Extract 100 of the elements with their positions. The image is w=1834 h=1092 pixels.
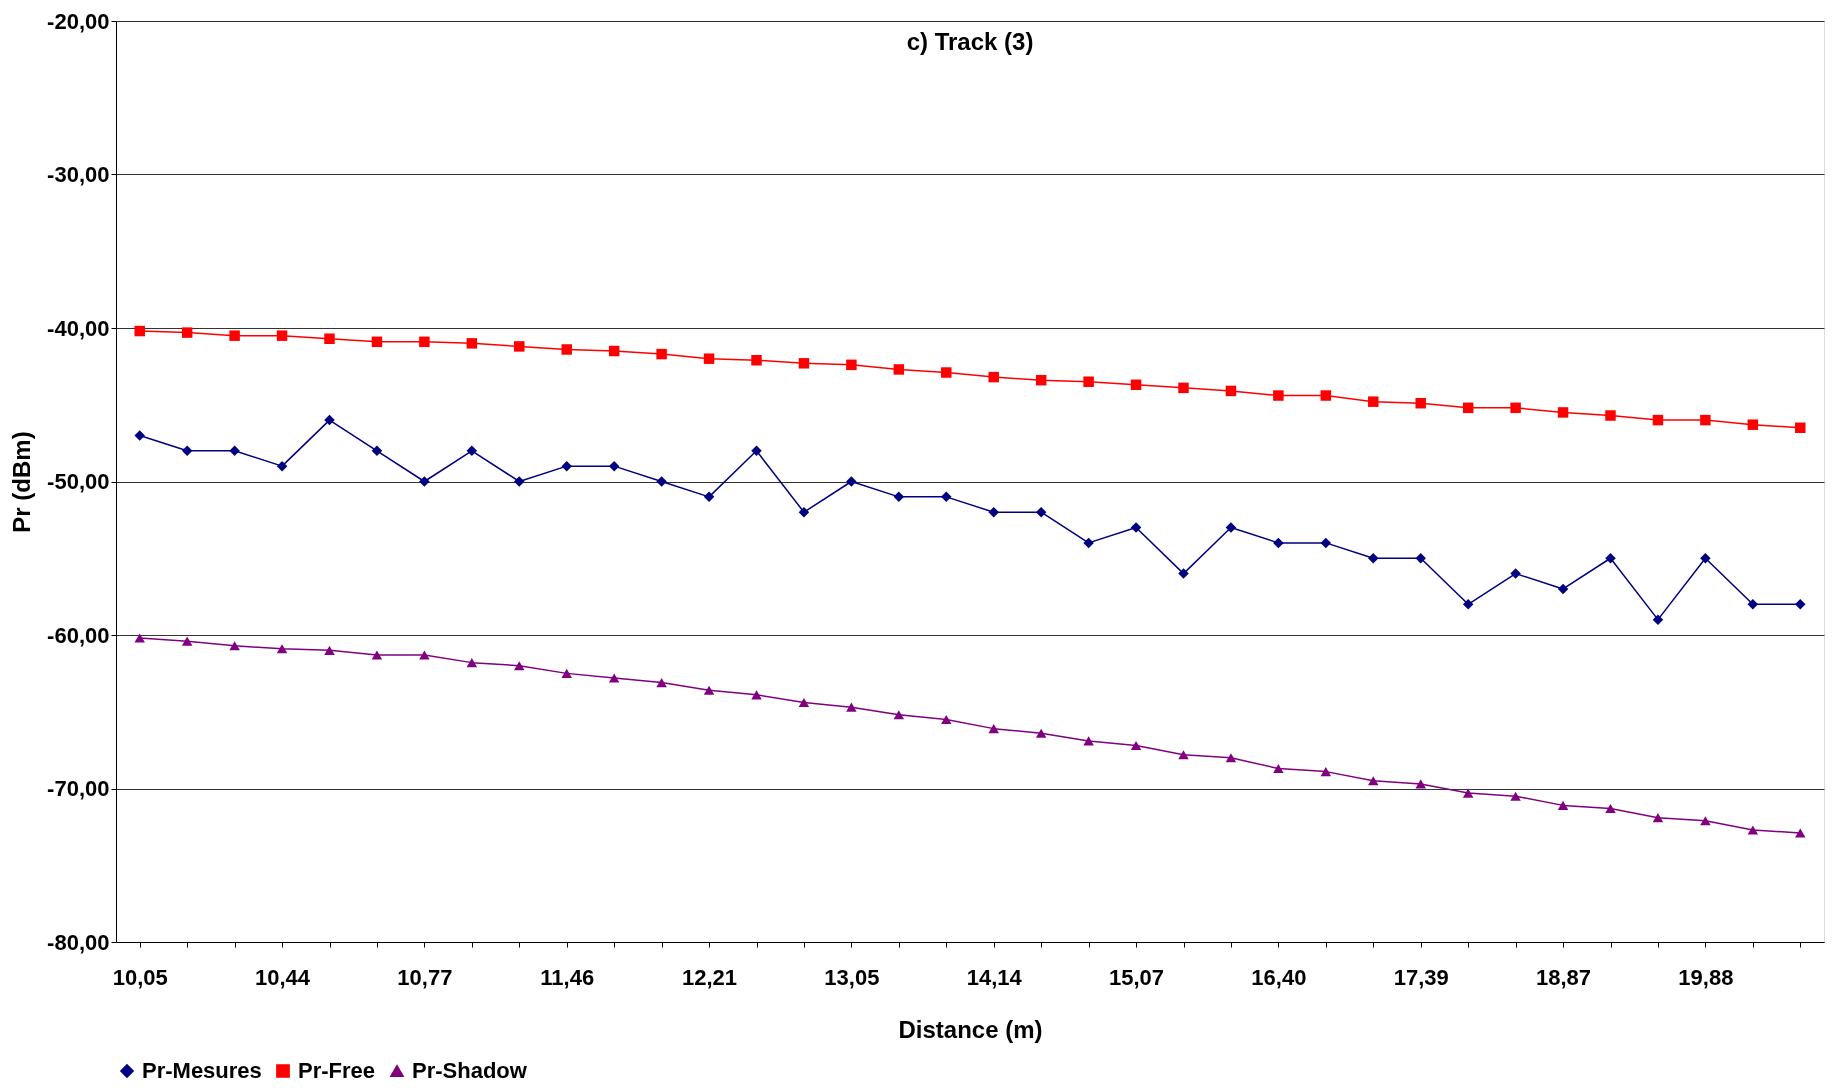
point — [229, 641, 240, 651]
point — [941, 714, 952, 724]
point — [1225, 753, 1237, 763]
y-tick-label: -30,00 — [47, 162, 110, 187]
point — [1557, 407, 1569, 418]
point — [941, 367, 952, 378]
point — [1273, 537, 1284, 549]
x-tick-label: 11,46 — [540, 964, 595, 990]
point — [561, 668, 572, 678]
point — [514, 476, 525, 487]
y-tick-label: -40,00 — [47, 315, 110, 341]
point — [1700, 414, 1711, 426]
point — [181, 636, 193, 646]
point — [229, 445, 240, 457]
point — [893, 491, 905, 503]
point — [656, 348, 667, 360]
y-tick-label: -50,00 — [47, 469, 110, 494]
point — [703, 491, 715, 503]
point — [846, 702, 857, 712]
y-tick-label: -70,00 — [47, 776, 110, 801]
chart-title: c) Track (3) — [906, 28, 1034, 55]
point — [1652, 813, 1664, 823]
point — [703, 353, 715, 364]
point — [1035, 374, 1047, 386]
x-tick-label: 17,39 — [1393, 964, 1449, 990]
point — [324, 645, 335, 655]
point — [1605, 410, 1616, 421]
x-tick-label: 14,14 — [966, 964, 1023, 990]
point — [1557, 583, 1569, 595]
point — [1700, 553, 1711, 564]
x-tick-label: 10,05 — [112, 964, 168, 990]
point — [656, 476, 667, 487]
point — [1747, 419, 1759, 430]
point — [134, 633, 145, 643]
point — [608, 460, 620, 472]
point — [1320, 390, 1332, 401]
point — [276, 644, 288, 654]
point — [1320, 537, 1332, 549]
point — [181, 327, 193, 338]
y-axis-title: Pr (dBm) — [8, 431, 36, 533]
point — [1130, 740, 1142, 751]
point — [419, 476, 430, 487]
point — [1368, 776, 1379, 786]
point — [134, 325, 145, 337]
y-tick-label: -80,00 — [47, 929, 110, 955]
point — [1035, 506, 1047, 518]
point — [798, 698, 810, 708]
point — [1605, 803, 1616, 813]
x-tick-label: 15,07 — [1109, 964, 1165, 990]
point — [561, 460, 572, 472]
point — [1795, 828, 1806, 838]
point — [1273, 764, 1284, 774]
point — [1795, 599, 1806, 610]
point — [1178, 568, 1189, 579]
point — [1510, 402, 1521, 414]
point — [1700, 816, 1711, 826]
point — [371, 445, 383, 457]
point — [893, 364, 905, 375]
point — [1795, 422, 1806, 434]
point — [893, 710, 905, 720]
point — [608, 673, 620, 683]
point — [1415, 779, 1426, 789]
point — [1462, 599, 1474, 610]
point — [1747, 599, 1759, 610]
x-tick-label: 18,87 — [1536, 964, 1592, 990]
point — [181, 445, 193, 457]
legend-label: Pr-Mesures — [142, 1058, 262, 1083]
point — [134, 430, 145, 441]
point — [1320, 767, 1332, 777]
point — [419, 336, 430, 348]
point — [1605, 553, 1616, 564]
point — [324, 414, 335, 426]
point — [1462, 788, 1474, 798]
point — [751, 354, 762, 366]
point — [846, 359, 857, 371]
point — [276, 460, 288, 472]
point — [1510, 568, 1521, 579]
point — [229, 330, 240, 341]
point — [561, 344, 572, 355]
point — [751, 445, 762, 457]
point — [1652, 414, 1664, 426]
point — [1557, 800, 1569, 810]
point — [514, 341, 525, 352]
point — [371, 336, 383, 348]
point — [514, 661, 525, 671]
x-tick-label: 16,40 — [1251, 964, 1307, 990]
point — [466, 658, 478, 668]
legend-label: Pr-Shadow — [412, 1058, 528, 1083]
point — [371, 650, 383, 660]
point — [656, 678, 667, 688]
y-tick-label: -60,00 — [47, 622, 110, 648]
point — [466, 445, 478, 457]
point — [988, 506, 999, 518]
point — [1225, 385, 1237, 397]
point — [276, 330, 288, 341]
point — [1273, 390, 1284, 401]
point — [703, 685, 715, 695]
x-axis-title: Distance (m) — [898, 1015, 1043, 1043]
legend-label: Pr-Free — [298, 1058, 376, 1083]
x-tick-label: 12,21 — [682, 964, 738, 990]
